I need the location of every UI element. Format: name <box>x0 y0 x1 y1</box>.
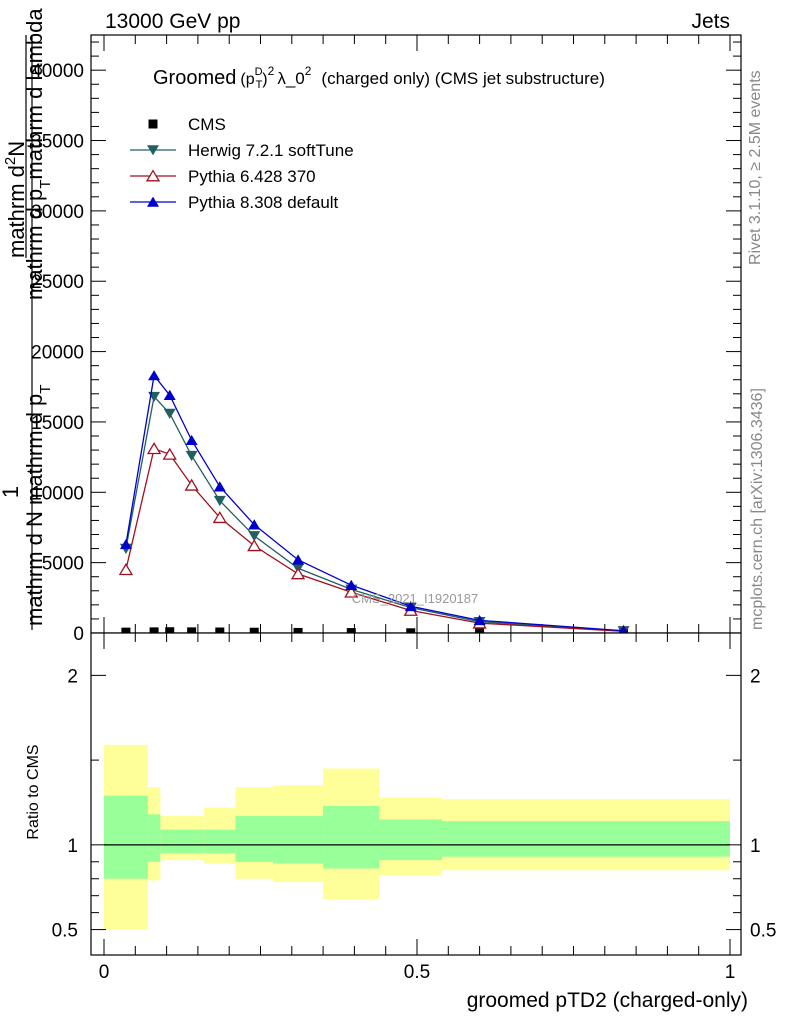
data-point <box>163 389 176 401</box>
ylabel-numerator-top: mathrm d2N <box>2 141 29 258</box>
data-point <box>187 627 197 637</box>
data-point <box>149 627 159 637</box>
data-point <box>292 554 305 565</box>
data-point <box>290 567 306 580</box>
data-point <box>213 495 226 507</box>
data-point <box>118 563 134 576</box>
ratio-band-inner <box>323 805 380 869</box>
ylabel-one: 1 <box>0 486 23 498</box>
data-point <box>185 450 198 462</box>
data-point <box>248 519 261 530</box>
legend-label: Pythia 8.308 default <box>188 193 339 212</box>
data-point <box>404 600 417 612</box>
legend-item: Herwig 7.2.1 softTune <box>130 141 354 160</box>
main-ytick-label: 35000 <box>31 132 84 153</box>
title-text: Groomed (pD T)2 λ_02 (charged only) (CMS jet… <box>153 64 605 91</box>
ratio-band-inner <box>442 821 730 857</box>
legend-item: CMS <box>148 115 226 134</box>
data-point <box>184 478 199 491</box>
ratio-band-inner <box>379 819 443 861</box>
legend-label: CMS <box>188 115 226 134</box>
ratio-plot-background <box>91 633 741 955</box>
main-ylabel: 1 mathrm d N mathrm d pT mathrm d2N math… <box>0 8 54 630</box>
ratio-ytick-label: 0.5 <box>52 921 78 942</box>
ratio-band-inner <box>160 829 205 854</box>
data-point <box>148 370 161 381</box>
data-point <box>119 538 132 550</box>
data-point <box>215 627 225 637</box>
ratio-ytick-label-right: 2 <box>750 666 761 687</box>
main-ytick-label: 5000 <box>42 554 84 575</box>
ratio-ytick-label-right: 1 <box>750 836 761 857</box>
main-ytick-label: 30000 <box>31 202 84 223</box>
legend-item: Pythia 8.308 default <box>130 193 339 212</box>
main-ytick-label: 10000 <box>31 483 84 504</box>
data-point <box>212 510 227 524</box>
ratio-band-inner <box>235 816 274 862</box>
data-point <box>213 481 226 492</box>
main-plot-area: 0 5000 10000 15000 20000 25000 30000 35000 40000 <box>31 34 742 645</box>
ratio-xtick-label: 0 <box>99 962 110 983</box>
main-ytick-label: 0 <box>73 624 84 645</box>
ratio-band-inner <box>204 829 236 854</box>
data-point <box>249 627 259 637</box>
main-ytick-label: 40000 <box>31 61 84 82</box>
ratio-xtick-label: 0.5 <box>404 962 430 983</box>
ratio-band-inner <box>147 814 161 862</box>
energy-label: 13000 GeV pp <box>105 10 240 33</box>
main-ytick-label: 25000 <box>31 272 84 293</box>
ratio-ytick-label-right: 0.5 <box>750 921 776 942</box>
data-point <box>344 585 359 598</box>
rivet-label: Rivet 3.1.10, ≥ 2.5M events <box>747 70 764 265</box>
legend-item: Pythia 6.428 370 <box>130 167 316 186</box>
ylabel-numerator-bottom: mathrm d pTmathrm d lambda <box>22 8 54 300</box>
legend-marker <box>147 145 159 156</box>
data-point <box>185 434 198 446</box>
main-ytick-label: 20000 <box>31 343 84 364</box>
legend-marker <box>147 196 159 207</box>
ratio-band-inner <box>104 795 148 879</box>
legend-marker <box>148 119 158 129</box>
data-point <box>248 531 261 542</box>
ratio-plot-frame <box>90 632 742 956</box>
analysis-watermark: CMS_2021_I1920187 <box>352 591 479 606</box>
legend-marker <box>145 169 161 182</box>
category-label: Jets <box>691 10 730 33</box>
main-plot-title: Groomed (pD T)2 λ_02 (charged only) (CMS jet… <box>153 64 605 91</box>
main-plot-background <box>91 35 741 633</box>
legend-label: Pythia 6.428 370 <box>188 167 316 186</box>
ratio-ylabel: Ratio to CMS <box>25 744 42 839</box>
ratio-bands <box>104 744 730 930</box>
data-point <box>247 539 262 552</box>
data-point <box>165 627 175 637</box>
legend: CMS Herwig 7.2.1 softTune Pythia 6.428 370… <box>130 115 354 212</box>
data-point <box>163 408 176 419</box>
data-point <box>121 627 131 637</box>
data-point <box>162 447 177 460</box>
ratio-band-inner <box>273 816 324 864</box>
mcplots-label: mcplots.cern.ch [arXiv:1306.3436] <box>749 388 766 630</box>
data-point <box>146 441 162 455</box>
legend-label: Herwig 7.2.1 softTune <box>188 141 354 160</box>
data-point <box>345 579 358 590</box>
ratio-ytick-label: 1 <box>67 836 78 857</box>
ratio-plot-area: 0.5 0.5 1 1 2 2 0 0.5 1 <box>52 632 776 983</box>
ratio-ytick-label: 2 <box>67 666 78 687</box>
ylabel-denominator: mathrm d N mathrm d pT <box>22 385 54 626</box>
data-point <box>473 614 486 626</box>
ratio-xlabel: groomed pTD2 (charged-only) <box>467 989 748 1012</box>
ratio-xtick-label: 1 <box>725 962 736 983</box>
ratio-axis-ticks: 0.5 0.5 1 1 2 2 0 0.5 1 <box>52 633 776 983</box>
main-ytick-label: 15000 <box>31 413 84 434</box>
